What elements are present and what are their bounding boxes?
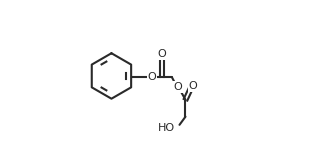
Text: O: O [158, 49, 166, 59]
Text: O: O [173, 82, 182, 92]
Text: HO: HO [158, 123, 175, 133]
Text: O: O [148, 72, 156, 82]
Text: O: O [189, 81, 197, 91]
